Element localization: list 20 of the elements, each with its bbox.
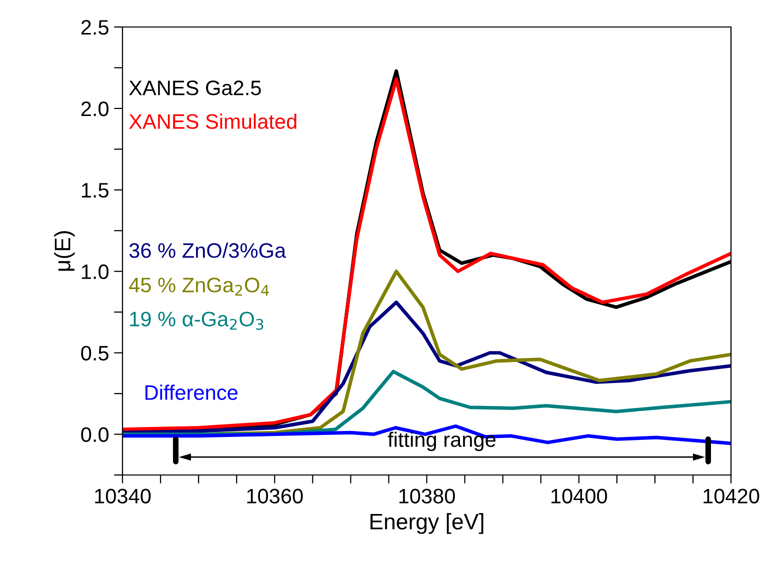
y-tick-label: 0.5 xyxy=(81,346,108,361)
x-tick-label: 10420 xyxy=(704,488,760,504)
series-label: Difference xyxy=(146,384,238,400)
y-tick-label: 2.0 xyxy=(81,101,108,116)
annotation: fitting range xyxy=(388,432,496,452)
text: 45 % ZnGa$_{2}$O$_{4}$ xyxy=(129,278,269,296)
x-tick-label: 10340 xyxy=(95,488,151,504)
text: XANES Ga2.5 xyxy=(129,80,261,96)
x-tick-label: 10380 xyxy=(399,488,455,504)
x-tick-label: 10400 xyxy=(552,488,608,504)
y-tick-label: 2.5 xyxy=(81,20,108,35)
y-tick-label: 1.0 xyxy=(82,264,108,280)
y-tick-label: 0.0 xyxy=(81,427,108,442)
text: XANES Simulated xyxy=(129,114,296,129)
text: 19 % α-Ga$_{2}$O$_{3}$ xyxy=(130,312,264,330)
x-axis-title: Energy [eV] xyxy=(370,513,484,534)
text: 36 % ZnO/3%Ga xyxy=(129,242,286,258)
x-tick-label: 10360 xyxy=(247,488,303,504)
y-tick-label: 1.5 xyxy=(82,183,108,198)
y-axis-title: μ(E) xyxy=(54,231,75,271)
